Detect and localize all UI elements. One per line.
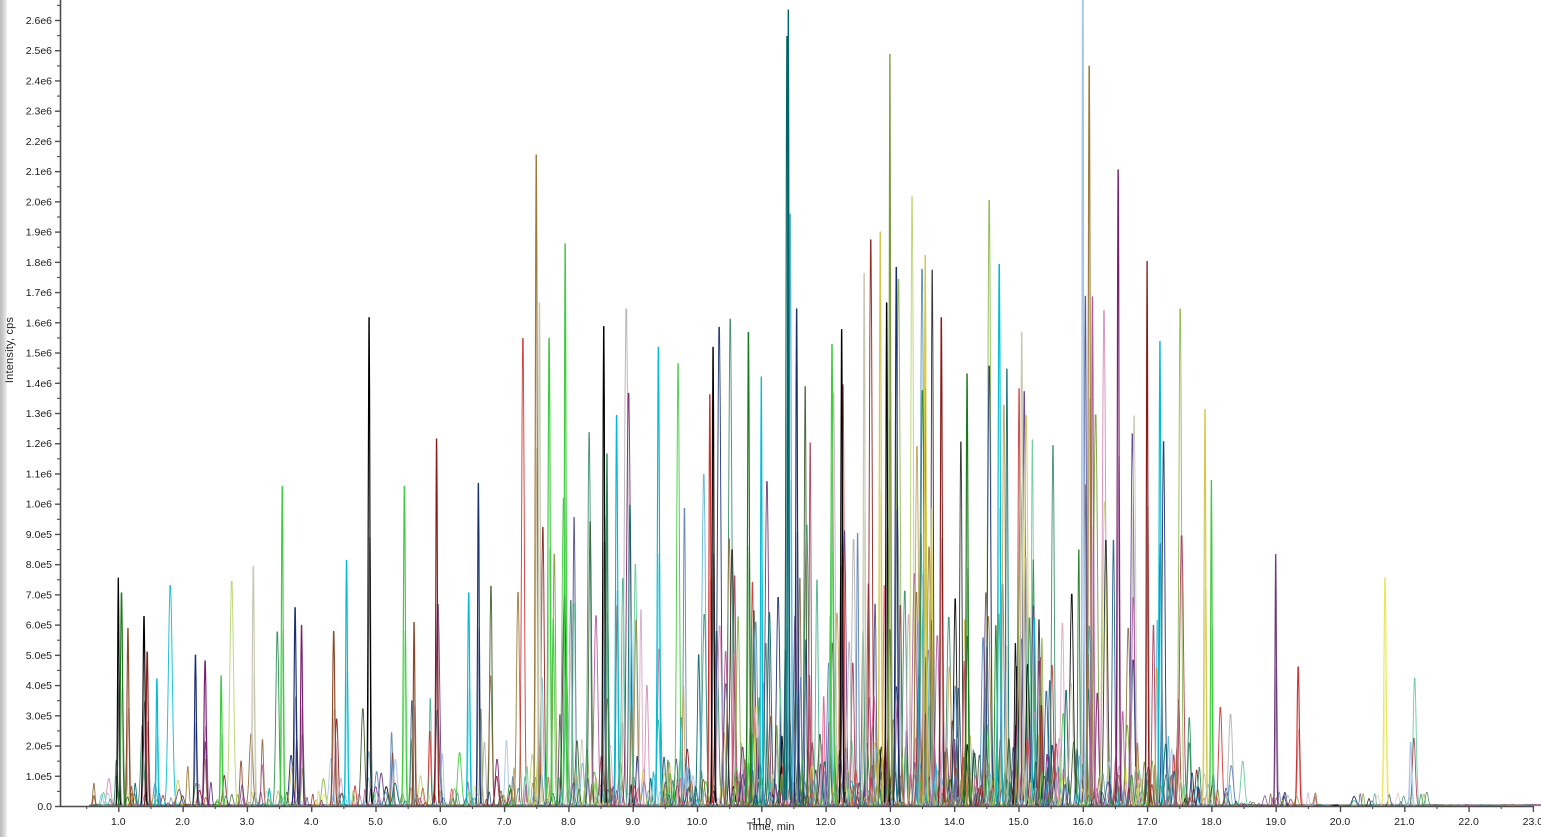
svg-text:2.2e6: 2.2e6: [26, 136, 52, 148]
svg-text:2.5e6: 2.5e6: [26, 45, 52, 57]
trace-canvas: [89, 0, 1541, 807]
svg-text:1.0e6: 1.0e6: [26, 499, 52, 511]
svg-text:1.1e6: 1.1e6: [26, 468, 52, 480]
svg-text:4.0e5: 4.0e5: [26, 680, 52, 692]
svg-text:1.9e6: 1.9e6: [26, 227, 52, 239]
svg-text:7.0e5: 7.0e5: [26, 589, 52, 601]
svg-text:9.0e5: 9.0e5: [26, 529, 52, 541]
svg-text:6.0e5: 6.0e5: [26, 620, 52, 632]
svg-text:2.4e6: 2.4e6: [26, 75, 52, 87]
svg-text:1.7e6: 1.7e6: [26, 287, 52, 299]
svg-text:1.3e6: 1.3e6: [26, 408, 52, 420]
svg-text:1.8e6: 1.8e6: [26, 257, 52, 269]
svg-text:1.5e6: 1.5e6: [26, 348, 52, 360]
svg-text:8.0e5: 8.0e5: [26, 559, 52, 571]
window-left-border: [0, 0, 7, 837]
svg-text:1.2e6: 1.2e6: [26, 438, 52, 450]
x-axis-title: Time, min: [746, 821, 795, 833]
svg-text:0.0: 0.0: [37, 801, 52, 813]
svg-text:1.4e6: 1.4e6: [26, 378, 52, 390]
svg-text:3.0e5: 3.0e5: [26, 710, 52, 722]
svg-text:2.0e5: 2.0e5: [26, 741, 52, 753]
svg-text:2.1e6: 2.1e6: [26, 166, 52, 178]
svg-text:2.6e6: 2.6e6: [26, 15, 52, 27]
svg-text:1.0e5: 1.0e5: [26, 771, 52, 783]
svg-text:1.6e6: 1.6e6: [26, 317, 52, 329]
plot-area[interactable]: [60, 0, 1541, 807]
y-axis-title: Intensity, cps: [4, 316, 16, 384]
svg-text:2.0e6: 2.0e6: [26, 196, 52, 208]
svg-text:5.0e5: 5.0e5: [26, 650, 52, 662]
svg-text:2.3e6: 2.3e6: [26, 106, 52, 118]
